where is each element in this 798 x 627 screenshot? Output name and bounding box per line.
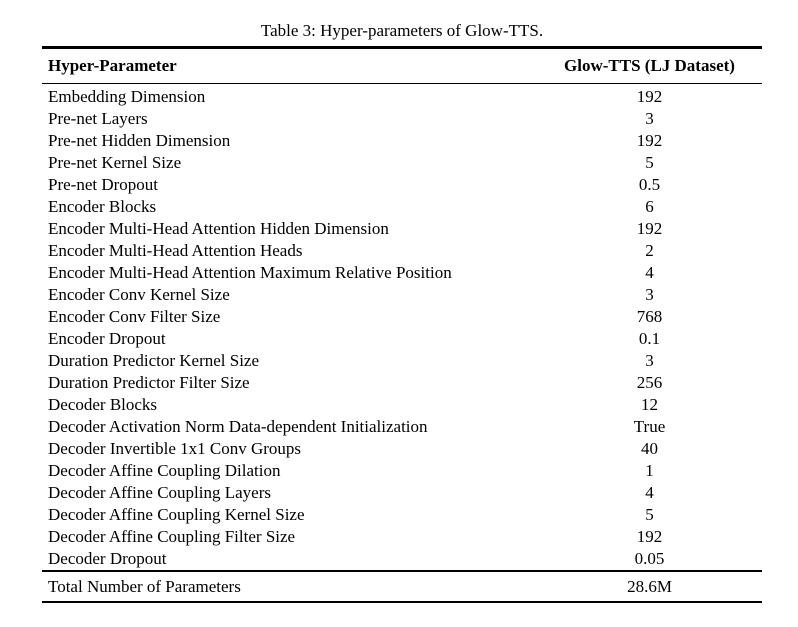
table-row: Decoder Affine Coupling Filter Size 192 [42,526,762,548]
param-value: 1 [645,461,654,480]
param-value: 0.1 [638,329,661,348]
param-value: 192 [636,219,663,238]
bottom-rule [42,600,762,603]
param-value: 2 [645,241,654,260]
table-row: Duration Predictor Filter Size 256 [42,372,762,394]
top-rule [42,46,762,49]
param-name: Encoder Blocks [48,197,157,216]
param-value: 0.05 [634,549,665,568]
table-row: Decoder Dropout 0.05 [42,548,762,570]
param-name: Encoder Conv Filter Size [48,307,221,326]
param-name: Encoder Dropout [48,329,166,348]
param-value: 768 [636,307,663,326]
table-row: Embedding Dimension 192 [42,86,762,108]
total-parameters-value: 28.6M [627,576,672,596]
param-name: Decoder Affine Coupling Kernel Size [48,505,305,524]
param-name: Duration Predictor Kernel Size [48,351,260,370]
table-row: Decoder Affine Coupling Kernel Size 5 [42,504,762,526]
hyperparameters-table: Hyper-Parameter Glow-TTS (LJ Dataset) Em… [42,46,762,603]
param-value: 4 [645,263,654,282]
table-row: Encoder Blocks 6 [42,196,762,218]
table-row: Decoder Blocks 12 [42,394,762,416]
param-value: 256 [636,373,663,392]
param-value: 40 [641,439,658,458]
table-row: Encoder Multi-Head Attention Hidden Dime… [42,218,762,240]
param-value: 6 [645,197,654,216]
param-value: 3 [645,285,654,304]
param-name: Pre-net Layers [48,109,148,128]
param-value: 192 [636,527,663,546]
param-value: 5 [645,505,654,524]
table-row: Encoder Multi-Head Attention Maximum Rel… [42,262,762,284]
param-name: Decoder Affine Coupling Layers [48,483,271,502]
param-name: Decoder Invertible 1x1 Conv Groups [48,439,302,458]
param-name: Decoder Affine Coupling Filter Size [48,527,296,546]
param-name: Encoder Multi-Head Attention Maximum Rel… [48,263,452,282]
table-row: Decoder Invertible 1x1 Conv Groups 40 [42,438,762,460]
table-caption: Table 3: Hyper-parameters of Glow-TTS. [260,21,544,40]
table-row: Pre-net Hidden Dimension 192 [42,130,762,152]
param-name: Pre-net Kernel Size [48,153,182,172]
table-row: Encoder Conv Kernel Size 3 [42,284,762,306]
param-value: 3 [645,109,654,128]
param-name: Embedding Dimension [48,87,206,106]
column-header-glow-tts: Glow-TTS (LJ Dataset) [564,55,735,75]
table-row: Decoder Activation Norm Data-dependent I… [42,416,762,438]
param-name: Decoder Dropout [48,549,167,568]
param-name: Encoder Multi-Head Attention Hidden Dime… [48,219,389,238]
table-row: Decoder Affine Coupling Layers 4 [42,482,762,504]
param-value: 3 [645,351,654,370]
param-name: Encoder Multi-Head Attention Heads [48,241,303,260]
param-value: 0.5 [638,175,661,194]
param-name: Duration Predictor Filter Size [48,373,250,392]
table-row: Pre-net Dropout 0.5 [42,174,762,196]
header-rule [42,82,762,84]
column-header-hyper-parameter: Hyper-Parameter [48,55,177,75]
param-value: 4 [645,483,654,502]
table-row: Decoder Affine Coupling Dilation 1 [42,460,762,482]
footer-rule [42,570,762,572]
param-name: Decoder Activation Norm Data-dependent I… [48,417,428,436]
param-name: Pre-net Hidden Dimension [48,131,231,150]
table-row: Pre-net Kernel Size 5 [42,152,762,174]
table-header-row: Hyper-Parameter Glow-TTS (LJ Dataset) [42,49,762,83]
table-row: Encoder Conv Filter Size 768 [42,306,762,328]
param-value: 192 [636,87,663,106]
table-footer-row: Total Number of Parameters 28.6M [42,572,762,601]
param-name: Decoder Affine Coupling Dilation [48,461,281,480]
table-row: Encoder Dropout 0.1 [42,328,762,350]
table-body: Embedding Dimension 192 Pre-net Layers 3… [42,84,762,570]
param-name: Encoder Conv Kernel Size [48,285,230,304]
param-value: True [633,417,666,436]
param-name: Decoder Blocks [48,395,158,414]
table-row: Encoder Multi-Head Attention Heads 2 [42,240,762,262]
param-value: 12 [641,395,658,414]
param-name: Pre-net Dropout [48,175,159,194]
table-row: Duration Predictor Kernel Size 3 [42,350,762,372]
param-value: 5 [645,153,654,172]
param-value: 192 [636,131,663,150]
table-row: Pre-net Layers 3 [42,108,762,130]
total-parameters-label: Total Number of Parameters [48,576,241,596]
